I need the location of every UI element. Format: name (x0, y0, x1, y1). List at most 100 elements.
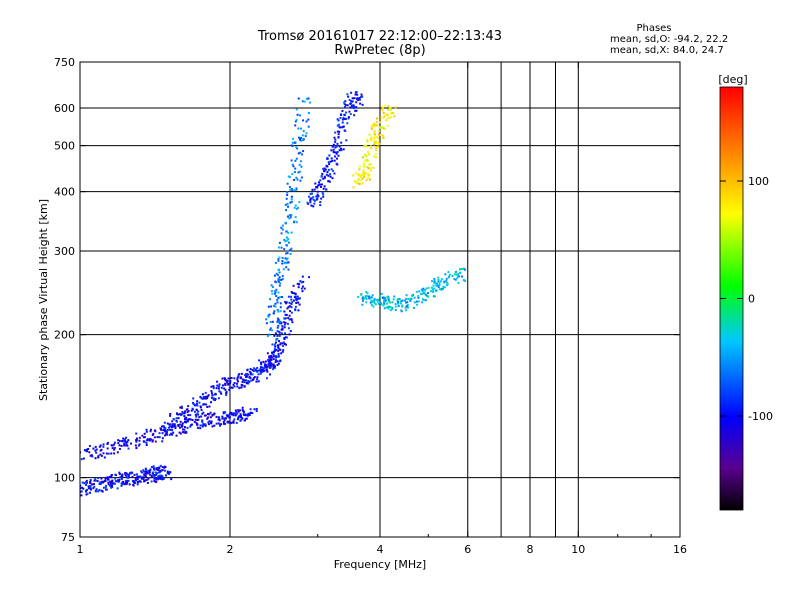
data-point (275, 356, 278, 359)
data-point (97, 477, 100, 480)
data-point (344, 129, 347, 132)
data-point (97, 456, 100, 459)
data-point (357, 178, 360, 181)
data-point (364, 153, 367, 156)
data-point (281, 327, 284, 330)
data-point (202, 422, 205, 425)
data-point (327, 174, 330, 177)
data-point (153, 468, 156, 471)
data-point (329, 173, 332, 176)
data-point (286, 307, 289, 310)
data-point (337, 136, 340, 139)
data-point (369, 169, 372, 172)
data-point (275, 359, 278, 362)
data-point (298, 303, 301, 306)
data-point (203, 403, 206, 406)
data-point (244, 375, 247, 378)
data-point (168, 423, 171, 426)
data-point (198, 416, 201, 419)
data-point (249, 376, 252, 379)
data-point (237, 375, 240, 378)
data-point (374, 152, 377, 155)
data-point (110, 486, 113, 489)
data-point (117, 439, 120, 442)
data-point (443, 281, 446, 284)
data-point (113, 452, 116, 455)
data-point (375, 141, 378, 144)
data-point (316, 193, 319, 196)
data-point (373, 122, 376, 125)
data-point (365, 297, 368, 300)
data-point (297, 171, 300, 174)
data-point (287, 327, 290, 330)
data-point (264, 360, 267, 363)
data-point (290, 311, 293, 314)
data-point (89, 491, 92, 494)
data-point (271, 343, 274, 346)
data-point (292, 299, 295, 302)
data-point (427, 286, 430, 289)
data-point (278, 271, 281, 274)
data-point (412, 306, 415, 309)
data-point (307, 97, 310, 100)
data-point (125, 480, 128, 483)
data-point (245, 417, 248, 420)
data-point (259, 367, 262, 370)
data-point (287, 205, 290, 208)
data-point (416, 303, 419, 306)
data-point (169, 471, 172, 474)
data-point (145, 428, 148, 431)
data-point (141, 434, 144, 437)
data-point (202, 411, 205, 414)
data-point (154, 430, 157, 433)
data-point (293, 178, 296, 181)
data-point (204, 395, 207, 398)
data-point (236, 382, 239, 385)
data-point (209, 411, 212, 414)
data-point (383, 115, 386, 118)
data-point (308, 276, 311, 279)
data-point (173, 423, 176, 426)
data-point (80, 490, 83, 493)
data-point (278, 330, 281, 333)
data-point (182, 412, 185, 415)
data-point (84, 490, 87, 493)
data-point (387, 296, 390, 299)
data-point (437, 278, 440, 281)
data-point (361, 156, 364, 159)
data-point (281, 257, 284, 260)
data-point (158, 471, 161, 474)
data-point (361, 303, 364, 306)
data-point (342, 116, 345, 119)
data-point (227, 377, 230, 380)
data-point (265, 364, 268, 367)
data-point (201, 424, 204, 427)
data-point (148, 470, 151, 473)
x-axis-label: Frequency [MHz] (334, 558, 426, 571)
data-point (290, 159, 293, 162)
data-point (369, 301, 372, 304)
data-point (381, 109, 384, 112)
data-point (373, 302, 376, 305)
data-point (231, 386, 234, 389)
data-point (433, 279, 436, 282)
data-point (309, 197, 312, 200)
data-point (102, 480, 105, 483)
data-point (433, 278, 436, 281)
data-point (151, 472, 154, 475)
data-point (256, 376, 259, 379)
data-point (334, 141, 337, 144)
data-point (417, 300, 420, 303)
data-point (230, 386, 233, 389)
data-point (322, 177, 325, 180)
data-point (285, 197, 288, 200)
data-point (291, 301, 294, 304)
data-point (373, 130, 376, 133)
data-point (266, 335, 269, 338)
data-point (127, 473, 130, 476)
data-point (104, 479, 107, 482)
data-point (251, 369, 254, 372)
data-point (429, 290, 432, 293)
data-point (108, 476, 111, 479)
data-point (282, 349, 285, 352)
